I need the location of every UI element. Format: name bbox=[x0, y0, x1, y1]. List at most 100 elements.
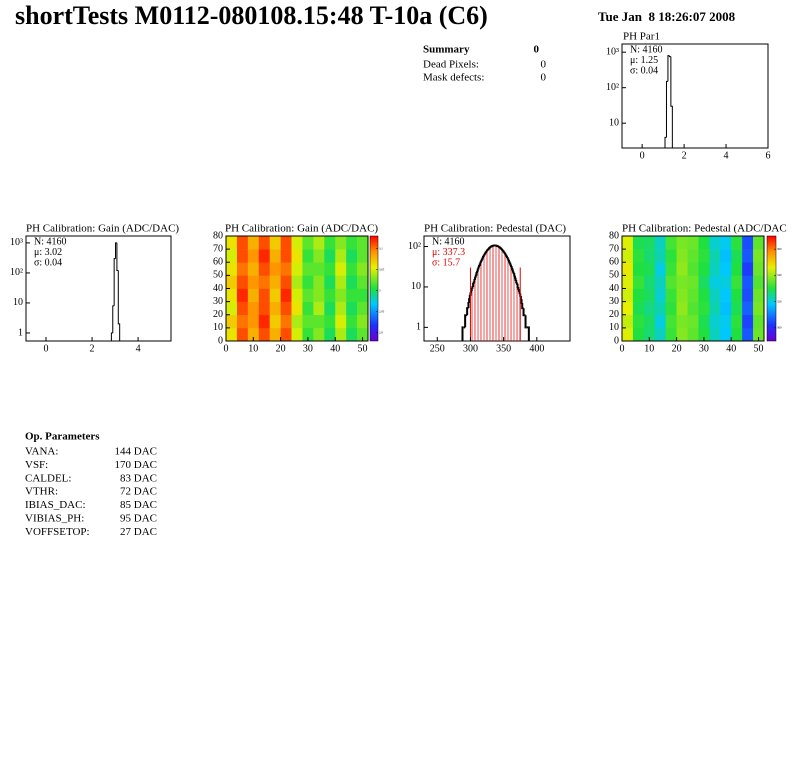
histogram-bin bbox=[483, 253, 486, 256]
histogram-bin bbox=[468, 298, 471, 304]
heatmap-cell bbox=[258, 288, 270, 302]
y-tick-label: 10 bbox=[213, 322, 223, 333]
hatch-fill bbox=[508, 259, 509, 341]
heatmap-cell bbox=[269, 249, 281, 263]
heatmap-cell bbox=[335, 236, 347, 250]
histogram-bin bbox=[517, 288, 520, 292]
hatch-fill bbox=[477, 271, 478, 341]
heatmap-cell bbox=[654, 262, 666, 276]
heatmap-cell bbox=[236, 288, 249, 302]
y-tick-label: 0 bbox=[218, 335, 223, 346]
stats-text: μ: 1.25 bbox=[630, 55, 658, 66]
heatmap-cell bbox=[346, 288, 358, 302]
color-bar-label: 3.05 bbox=[379, 267, 385, 271]
stats-text: σ: 0.04 bbox=[34, 257, 62, 268]
heatmap-cell bbox=[247, 327, 260, 342]
color-bar-label: 2.95 bbox=[379, 309, 385, 313]
histogram-bin bbox=[480, 258, 483, 262]
y-tick-label: 70 bbox=[213, 243, 223, 254]
op-parameter-value: 27 DAC bbox=[120, 526, 157, 538]
heatmap-cell bbox=[742, 236, 754, 250]
histogram-bin bbox=[670, 56, 673, 148]
hatch-fill bbox=[500, 248, 502, 341]
op-parameter-name: VANA: bbox=[25, 446, 58, 458]
heatmap-cell bbox=[622, 236, 634, 250]
op-parameter-name: VSF: bbox=[25, 459, 48, 471]
hatch-fill bbox=[517, 286, 519, 341]
heatmap-cell bbox=[357, 249, 369, 263]
heatmap-cell bbox=[313, 314, 325, 329]
hatch-fill bbox=[471, 290, 472, 341]
y-tick-label: 10³ bbox=[10, 237, 23, 248]
histogram-bin bbox=[499, 247, 502, 250]
x-tick-label: 50 bbox=[754, 343, 764, 354]
heatmap-cell bbox=[346, 236, 358, 250]
heatmap-cell bbox=[269, 275, 281, 289]
heatmap-cell bbox=[643, 275, 656, 289]
histogram-bin bbox=[501, 248, 504, 251]
heatmap-cell bbox=[742, 249, 754, 263]
heatmap-cell bbox=[280, 236, 292, 250]
date: Tue Jan 8 18:26:07 2008 bbox=[598, 9, 736, 24]
heatmap-cell bbox=[622, 301, 634, 316]
hatch-fill bbox=[507, 258, 509, 341]
x-tick-label: 40 bbox=[726, 343, 736, 354]
hatch-fill bbox=[499, 247, 501, 341]
heatmap-cell bbox=[269, 314, 281, 329]
heatmap-cell bbox=[698, 327, 710, 342]
hatch-fill bbox=[498, 246, 500, 341]
hatch-fill bbox=[496, 245, 497, 341]
histogram-bin bbox=[515, 279, 518, 284]
page-title: shortTests M0112-080108.15:48 T-10a (C6) bbox=[15, 1, 488, 30]
heatmap-cell bbox=[280, 249, 292, 263]
heatmap-cell bbox=[324, 301, 336, 316]
y-tick-label: 50 bbox=[213, 270, 223, 281]
hatch-fill bbox=[473, 282, 475, 341]
heatmap-cell bbox=[622, 249, 634, 263]
heatmap-cell bbox=[709, 262, 721, 276]
histogram-bin bbox=[479, 261, 482, 265]
heatmap-cell bbox=[676, 327, 688, 342]
heatmap-cell bbox=[709, 236, 721, 250]
x-tick-label: 0 bbox=[224, 343, 229, 354]
heatmap-cell bbox=[226, 275, 238, 289]
heatmap-cell bbox=[247, 314, 260, 329]
heatmap-cell bbox=[665, 301, 677, 316]
op-parameter-name: VIBIAS_PH: bbox=[25, 513, 84, 525]
heatmap-cell bbox=[676, 275, 688, 289]
heatmap-cell bbox=[676, 314, 688, 329]
x-tick-label: 300 bbox=[463, 343, 478, 354]
chart: PH Calibration: Pedestal (DAC)N: 4160μ: … bbox=[408, 223, 571, 354]
heatmap-cell bbox=[280, 314, 292, 329]
histogram-bin bbox=[486, 249, 489, 252]
heatmap-cell bbox=[698, 314, 710, 329]
heatmap-cell bbox=[720, 314, 732, 329]
x-tick-label: 4 bbox=[724, 150, 729, 161]
heatmap-cell bbox=[687, 275, 699, 289]
hatch-fill bbox=[488, 249, 490, 341]
heatmap-cell bbox=[291, 275, 303, 289]
histogram-bin bbox=[466, 307, 469, 316]
histogram-bin bbox=[668, 55, 671, 58]
heatmap-cell bbox=[324, 236, 336, 250]
hatch-fill bbox=[518, 290, 520, 341]
heatmap-cell bbox=[622, 262, 634, 276]
histogram-bin bbox=[520, 299, 523, 305]
heatmap-cell bbox=[302, 301, 314, 316]
heatmap-cell bbox=[258, 249, 270, 263]
hatch-fill bbox=[511, 267, 513, 341]
heatmap-cell bbox=[753, 301, 765, 316]
histogram-bin bbox=[473, 278, 476, 283]
heatmap-cell bbox=[654, 301, 666, 316]
histogram-bin bbox=[474, 276, 477, 280]
heatmap-cell bbox=[247, 288, 260, 302]
color-bar-label: 2.9 bbox=[379, 330, 383, 334]
heatmap-cell bbox=[720, 288, 732, 302]
heatmap-cell bbox=[269, 288, 281, 302]
heatmap-cell bbox=[247, 236, 260, 250]
heatmap-cell bbox=[753, 288, 765, 302]
heatmap-cell bbox=[665, 236, 677, 250]
histogram-bin bbox=[489, 246, 492, 249]
heatmap-cell bbox=[313, 301, 325, 316]
histogram-bin bbox=[490, 245, 493, 248]
